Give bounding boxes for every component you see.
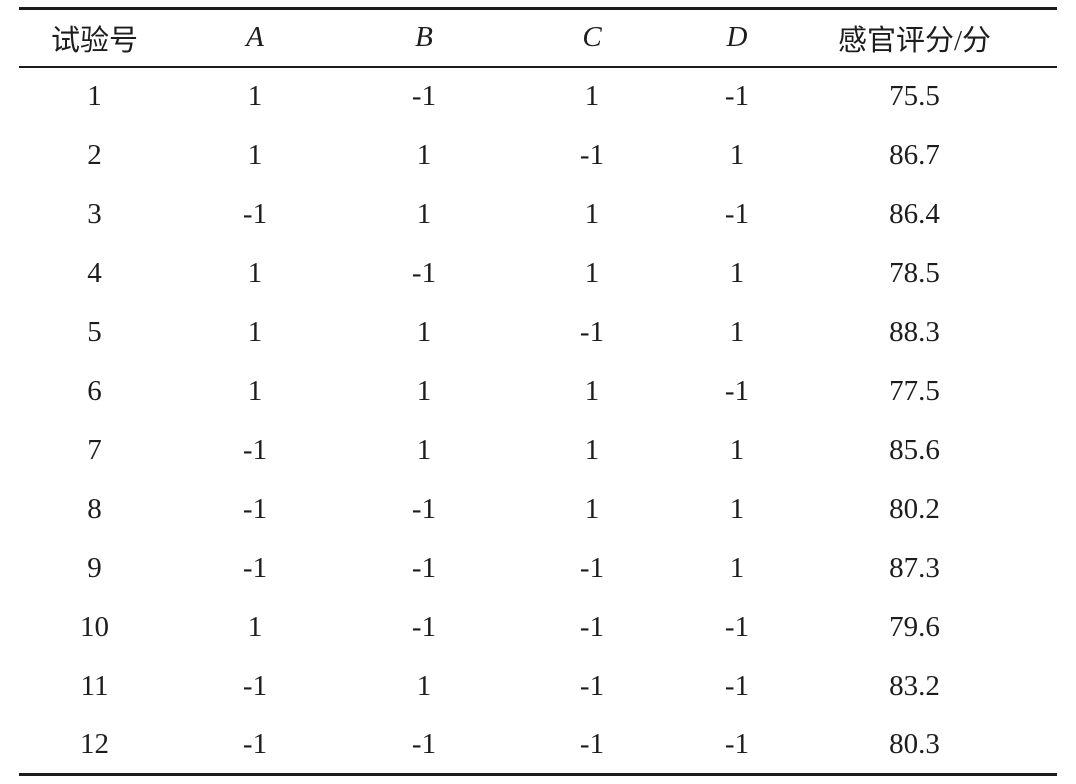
cell: 4 xyxy=(87,256,102,289)
table-row: 3 -1 1 1 -1 86.4 xyxy=(19,185,1057,244)
header-cell: B xyxy=(415,21,433,54)
cell: 2 xyxy=(87,138,102,171)
cell: 87.3 xyxy=(889,551,940,584)
cell: 1 xyxy=(247,610,263,643)
cell: -1 xyxy=(724,80,750,112)
table-row: 1 1 -1 1 -1 75.5 xyxy=(19,67,1057,126)
cell: 6 xyxy=(87,374,102,407)
table-row: 5 1 1 -1 1 88.3 xyxy=(19,303,1057,362)
cell: 80.3 xyxy=(889,727,940,760)
cell: 77.5 xyxy=(889,374,940,407)
experiment-design-table: 试验号 A B C D 感官评分/分 1 1 -1 1 -1 75.5 2 1 1 -1 1 86.7 3 -1 1 1… xyxy=(19,7,1057,776)
cell: 1 xyxy=(584,80,600,112)
cell: -1 xyxy=(242,433,268,466)
cell: -1 xyxy=(411,256,437,289)
cell: -1 xyxy=(411,610,437,643)
cell: -1 xyxy=(724,669,750,702)
cell: 1 xyxy=(87,80,102,112)
cell: 86.4 xyxy=(889,197,940,230)
header-cell: C xyxy=(582,21,602,54)
cell: 80.2 xyxy=(889,492,940,525)
header-cell: 感官评分/分 xyxy=(837,24,992,57)
cell: -1 xyxy=(579,315,605,348)
cell: -1 xyxy=(411,551,437,584)
cell: 79.6 xyxy=(889,610,940,643)
cell: 1 xyxy=(247,80,263,112)
cell: -1 xyxy=(579,727,605,760)
cell: 1 xyxy=(729,138,745,171)
table-row: 6 1 1 1 -1 77.5 xyxy=(19,362,1057,421)
cell: -1 xyxy=(579,669,605,702)
cell: 11 xyxy=(80,669,109,702)
cell: 1 xyxy=(416,315,432,348)
table-row: 8 -1 -1 1 1 80.2 xyxy=(19,480,1057,539)
cell: 1 xyxy=(584,492,600,525)
cell: 1 xyxy=(247,374,263,407)
cell: 5 xyxy=(87,315,102,348)
cell: -1 xyxy=(242,492,268,525)
cell: -1 xyxy=(724,197,750,230)
cell: 9 xyxy=(87,551,102,584)
table-row: 2 1 1 -1 1 86.7 xyxy=(19,126,1057,185)
cell: 1 xyxy=(729,256,745,289)
cell: 1 xyxy=(416,374,432,407)
cell: 85.6 xyxy=(889,433,940,466)
cell: 1 xyxy=(729,551,745,584)
cell: 75.5 xyxy=(889,80,940,112)
cell: 86.7 xyxy=(889,138,940,171)
cell: 7 xyxy=(87,433,102,466)
cell: 1 xyxy=(729,315,745,348)
cell: 1 xyxy=(584,433,600,466)
table-row: 7 -1 1 1 1 85.6 xyxy=(19,421,1057,480)
cell: -1 xyxy=(724,374,750,407)
header-cell: D xyxy=(726,21,748,54)
cell: -1 xyxy=(411,727,437,760)
cell: 1 xyxy=(584,197,600,230)
table-row: 11 -1 1 -1 -1 83.2 xyxy=(19,657,1057,716)
cell: 83.2 xyxy=(889,669,940,702)
header-cell: 试验号 xyxy=(50,24,138,57)
cell: -1 xyxy=(242,727,268,760)
cell: -1 xyxy=(411,492,437,525)
table-body: 1 1 -1 1 -1 75.5 2 1 1 -1 1 86.7 3 -1 1 1 -1 86.4 4 1 -1 1 1 78… xyxy=(19,67,1057,775)
cell: -1 xyxy=(242,197,268,230)
table-row: 10 1 -1 -1 -1 79.6 xyxy=(19,598,1057,657)
table-header: 试验号 A B C D 感官评分/分 xyxy=(19,9,1057,67)
cell: 10 xyxy=(80,610,109,643)
cell: 78.5 xyxy=(889,256,940,289)
header-row: 试验号 A B C D 感官评分/分 xyxy=(19,9,1057,67)
cell: -1 xyxy=(579,551,605,584)
cell: -1 xyxy=(579,610,605,643)
cell: 1 xyxy=(584,374,600,407)
cell: 1 xyxy=(584,256,600,289)
cell: 88.3 xyxy=(889,315,940,348)
cell: 1 xyxy=(247,138,263,171)
cell: 1 xyxy=(416,197,432,230)
cell: 3 xyxy=(87,197,102,230)
table-row: 4 1 -1 1 1 78.5 xyxy=(19,244,1057,303)
cell: -1 xyxy=(579,138,605,171)
cell: 8 xyxy=(87,492,102,525)
cell: 1 xyxy=(416,669,432,702)
cell: 1 xyxy=(416,433,432,466)
cell: -1 xyxy=(411,80,437,112)
header-cell: A xyxy=(246,21,264,54)
cell: 1 xyxy=(729,433,745,466)
cell: 1 xyxy=(729,492,745,525)
cell: 1 xyxy=(416,138,432,171)
cell: -1 xyxy=(724,727,750,760)
table-row: 12 -1 -1 -1 -1 80.3 xyxy=(19,716,1057,775)
cell: -1 xyxy=(724,610,750,643)
table-row: 9 -1 -1 -1 1 87.3 xyxy=(19,539,1057,598)
cell: 1 xyxy=(247,256,263,289)
cell: 1 xyxy=(247,315,263,348)
cell: -1 xyxy=(242,669,268,702)
cell: 12 xyxy=(80,727,109,760)
cell: -1 xyxy=(242,551,268,584)
